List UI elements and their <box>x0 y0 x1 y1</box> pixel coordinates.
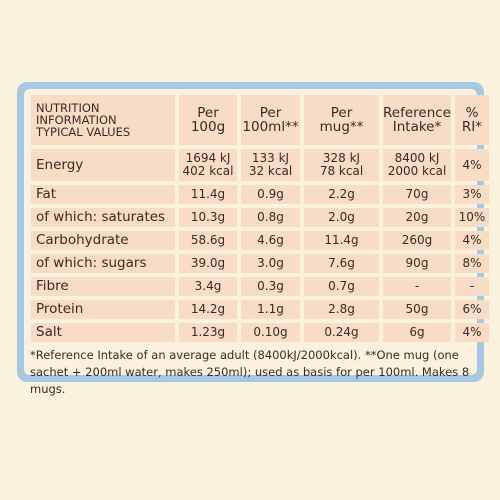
value-per-100g: 1694 kJ 402 kcal <box>179 149 237 181</box>
header-label-line: TYPICAL VALUES <box>36 125 131 140</box>
value-reference-intake: 70g <box>383 185 451 204</box>
value-reference-intake: 260g <box>383 231 451 250</box>
value-per-100ml: 0.9g <box>241 185 300 204</box>
value-per-100ml: 3.0g <box>241 254 300 273</box>
nutrient-label: of which: sugars <box>31 254 175 273</box>
value-per-mug: 11.4g <box>304 231 379 250</box>
header-per-mug: Per mug** <box>304 95 379 145</box>
value-per-100ml: 0.3g <box>241 277 300 296</box>
value-percent-ri: 4% <box>454 149 489 181</box>
value-reference-intake: 6g <box>383 323 451 342</box>
header-per-100ml: Per 100ml** <box>241 95 300 145</box>
table-row-fat: Fat 11.4g 0.9g 2.2g 70g 3% <box>31 185 489 204</box>
header-per-100g: Per 100g <box>179 95 237 145</box>
header-label-line: INFORMATION <box>36 112 117 127</box>
value-percent-ri: 8% <box>454 254 489 273</box>
value-reference-intake: 8400 kJ 2000 kcal <box>383 149 451 181</box>
nutrient-label: Fat <box>31 185 175 204</box>
value-percent-ri: 4% <box>454 231 489 250</box>
value-per-100g: 14.2g <box>179 300 237 319</box>
value-per-100ml: 4.6g <box>241 231 300 250</box>
value-per-100g: 58.6g <box>179 231 237 250</box>
value-percent-ri: 4% <box>454 323 489 342</box>
nutrient-label: Carbohydrate <box>31 231 175 250</box>
value-reference-intake: - <box>383 277 451 296</box>
value-percent-ri: - <box>454 277 489 296</box>
header-reference-intake: Reference Intake* <box>383 95 451 145</box>
value-per-100g: 1.23g <box>179 323 237 342</box>
value-reference-intake: 50g <box>383 300 451 319</box>
table-row-fibre: Fibre 3.4g 0.3g 0.7g - - <box>31 277 489 296</box>
value-percent-ri: 3% <box>454 185 489 204</box>
table-row-saturates: of which: saturates 10.3g 0.8g 2.0g 20g … <box>31 208 489 227</box>
value-per-100ml: 133 kJ 32 kcal <box>241 149 300 181</box>
header-label-cell: NUTRITION INFORMATION TYPICAL VALUES <box>31 95 175 145</box>
footnote: *Reference Intake of an average adult (8… <box>30 348 470 396</box>
nutrient-label: Salt <box>31 323 175 342</box>
table-row-salt: Salt 1.23g 0.10g 0.24g 6g 4% <box>31 323 489 342</box>
value-per-mug: 2.2g <box>304 185 379 204</box>
value-percent-ri: 6% <box>454 300 489 319</box>
value-per-mug: 2.0g <box>304 208 379 227</box>
value-reference-intake: 20g <box>383 208 451 227</box>
value-per-100g: 39.0g <box>179 254 237 273</box>
value-per-100g: 10.3g <box>179 208 237 227</box>
table-row-energy: Energy 1694 kJ 402 kcal 133 kJ 32 kcal 3… <box>31 149 489 181</box>
nutrient-label: Energy <box>31 149 175 181</box>
value-per-100ml: 1.1g <box>241 300 300 319</box>
value-per-mug: 328 kJ 78 kcal <box>304 149 379 181</box>
value-per-100g: 11.4g <box>179 185 237 204</box>
nutrition-table: NUTRITION INFORMATION TYPICAL VALUES Per… <box>27 91 493 346</box>
nutrient-label: of which: saturates <box>31 208 175 227</box>
value-percent-ri: 10% <box>454 208 489 227</box>
header-label-line: NUTRITION <box>36 100 100 115</box>
table-row-carbohydrate: Carbohydrate 58.6g 4.6g 11.4g 260g 4% <box>31 231 489 250</box>
table-row-protein: Protein 14.2g 1.1g 2.8g 50g 6% <box>31 300 489 319</box>
value-reference-intake: 90g <box>383 254 451 273</box>
value-per-100ml: 0.8g <box>241 208 300 227</box>
value-per-mug: 7.6g <box>304 254 379 273</box>
value-per-mug: 0.7g <box>304 277 379 296</box>
nutrient-label: Protein <box>31 300 175 319</box>
value-per-mug: 2.8g <box>304 300 379 319</box>
nutrient-label: Fibre <box>31 277 175 296</box>
header-percent-ri: % RI* <box>454 95 489 145</box>
table-header-row: NUTRITION INFORMATION TYPICAL VALUES Per… <box>31 95 489 145</box>
value-per-100g: 3.4g <box>179 277 237 296</box>
value-per-mug: 0.24g <box>304 323 379 342</box>
table-row-sugars: of which: sugars 39.0g 3.0g 7.6g 90g 8% <box>31 254 489 273</box>
value-per-100ml: 0.10g <box>241 323 300 342</box>
